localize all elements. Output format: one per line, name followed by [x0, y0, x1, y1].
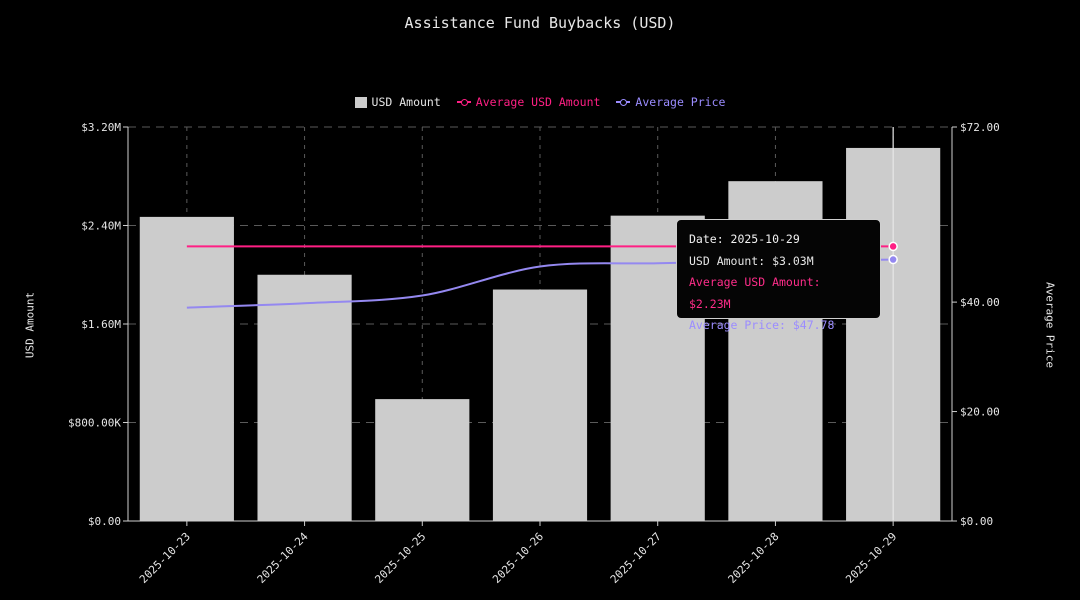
legend-item-average-price[interactable]: Average Price — [616, 95, 725, 109]
legend-line-swatch-avg-usd — [456, 97, 471, 107]
legend-bar-swatch — [354, 96, 367, 108]
legend-label-average-price: Average Price — [635, 95, 726, 109]
y2-tick-label: $72.00 — [960, 121, 1000, 134]
chart-title: Assistance Fund Buybacks (USD) — [404, 14, 676, 32]
tooltip-average-usd-amount: Average USD Amount: $2.23M — [689, 275, 821, 311]
y-tick-label: $1.60M — [81, 318, 121, 331]
bar — [375, 399, 470, 521]
legend: USD Amount Average USD Amount Average Pr… — [0, 95, 1080, 109]
x-tick-label: 2025-10-28 — [726, 530, 782, 586]
bar — [257, 274, 352, 521]
legend-label-usd-amount: USD Amount — [371, 95, 441, 109]
y-tick-label: $0.00 — [88, 515, 121, 528]
x-tick-label: 2025-10-23 — [137, 530, 193, 586]
x-tick-label: 2025-10-27 — [608, 530, 664, 586]
x-tick-label: 2025-10-26 — [490, 530, 546, 586]
y-tick-label: $800.00K — [68, 417, 121, 430]
y-tick-label: $3.20M — [81, 121, 121, 134]
y-tick-label: $2.40M — [81, 220, 121, 233]
bar — [492, 289, 588, 521]
tooltip-usd-amount: USD Amount: $3.03M — [689, 253, 814, 268]
x-tick-label: 2025-10-29 — [843, 530, 899, 586]
y2-tick-label: $20.00 — [960, 406, 1000, 419]
legend-line-swatch-avg-price — [616, 97, 631, 107]
y2-tick-label: $40.00 — [960, 296, 1000, 309]
x-tick-label: 2025-10-24 — [255, 530, 311, 586]
legend-label-average-usd-amount: Average USD Amount — [475, 95, 601, 109]
hover-marker-average-price — [888, 254, 898, 265]
y2-tick-label: $0.00 — [960, 515, 993, 528]
bar — [139, 216, 234, 521]
tooltip-date: Date: 2025-10-29 — [689, 232, 800, 246]
tooltip: Date: 2025-10-29 USD Amount: $3.03M Aver… — [676, 219, 881, 332]
hover-marker-average-usd-amount — [888, 241, 898, 252]
x-tick-label: 2025-10-25 — [372, 530, 428, 586]
tooltip-average-price: Average Price: $47.78 — [689, 318, 835, 332]
legend-item-average-usd-amount[interactable]: Average USD Amount — [456, 95, 601, 109]
legend-item-usd-amount[interactable]: USD Amount — [354, 95, 441, 109]
